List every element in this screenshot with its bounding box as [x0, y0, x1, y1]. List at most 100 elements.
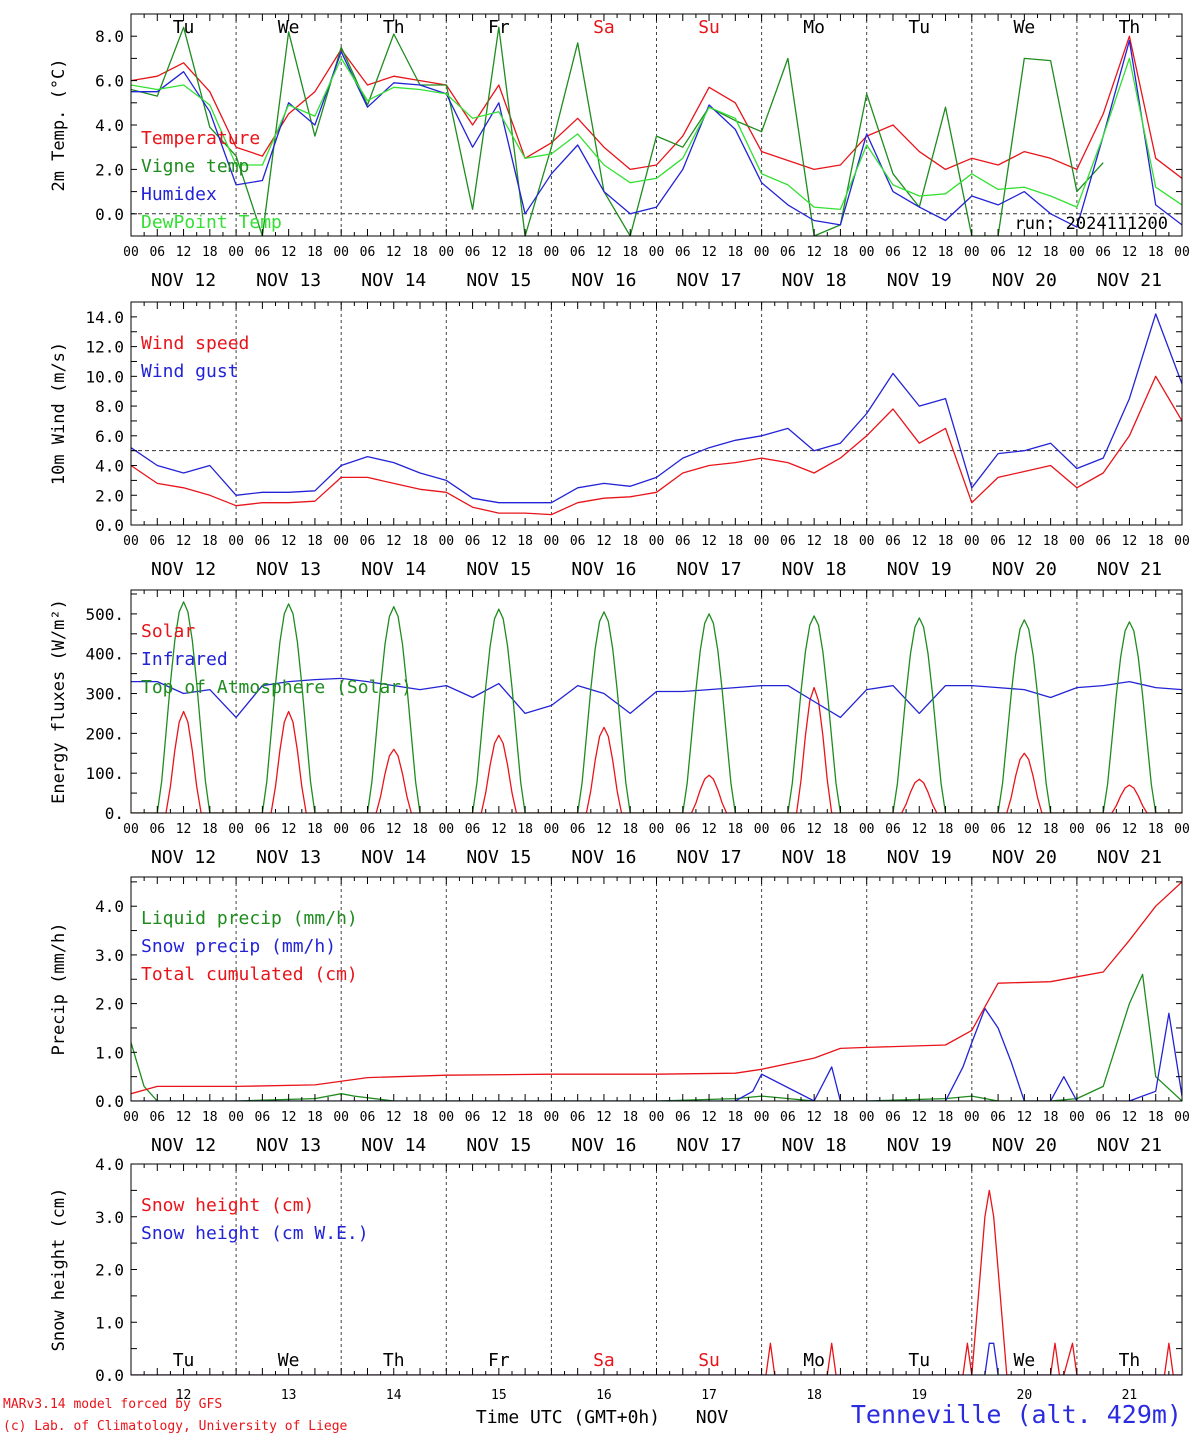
hour-tick-label: 12: [596, 1110, 612, 1125]
hour-tick-label: 18: [517, 245, 533, 260]
y-tick-label: 14.0: [85, 308, 124, 327]
hour-tick-label: 00: [1069, 1110, 1085, 1125]
run-annotation: run: 2024111200: [1014, 214, 1168, 234]
hour-tick-label: 18: [517, 534, 533, 549]
hour-tick-label: 06: [570, 534, 586, 549]
y-tick-label: 3.0: [95, 946, 124, 965]
y-tick-label: 4.0: [95, 116, 124, 135]
y-tick-label: 300.: [85, 685, 124, 704]
date-label: NOV 19: [887, 847, 952, 868]
hour-tick-label: 06: [1095, 534, 1111, 549]
y-tick-label: 3.0: [95, 1208, 124, 1227]
date-label: NOV 17: [677, 270, 742, 291]
hour-tick-label: 06: [255, 534, 271, 549]
weekday-label: Tu: [173, 17, 195, 38]
hour-tick-label: 00: [123, 822, 139, 837]
hour-tick-label: 18: [833, 822, 849, 837]
date-label: NOV 18: [782, 1135, 847, 1156]
hour-tick-label: 12: [911, 1110, 927, 1125]
hour-tick-label: 00: [438, 534, 454, 549]
hour-tick-label: 06: [990, 245, 1006, 260]
hour-tick-label: 18: [622, 1110, 638, 1125]
hour-tick-label: 00: [859, 822, 875, 837]
weekday-label: Sa: [593, 1350, 615, 1371]
hour-tick-label: 00: [1069, 245, 1085, 260]
panel-4: [130, 876, 1183, 1102]
hour-tick-label: 18: [1148, 1110, 1164, 1125]
hour-tick-label: 18: [1043, 822, 1059, 837]
y-tick-label: 10.0: [85, 367, 124, 386]
hour-tick-label: 06: [465, 245, 481, 260]
hour-tick-label: 18: [727, 534, 743, 549]
date-label: NOV 14: [361, 847, 426, 868]
hour-tick-label: 00: [544, 822, 560, 837]
hour-tick-label: 06: [885, 534, 901, 549]
date-label: NOV 17: [677, 847, 742, 868]
lab-credit: (c) Lab. of Climatology, University of L…: [3, 1419, 348, 1434]
weekday-label: We: [1014, 1350, 1036, 1371]
hour-tick-label: 12: [176, 245, 192, 260]
hour-tick-label: 00: [438, 245, 454, 260]
date-label: NOV 17: [677, 1135, 742, 1156]
hour-tick-label: 00: [754, 245, 770, 260]
weekday-label: Mo: [803, 17, 825, 38]
hour-tick-label: 00: [438, 1110, 454, 1125]
date-label: NOV 15: [466, 270, 531, 291]
date-label: NOV 12: [151, 847, 216, 868]
hour-tick-label: 06: [885, 245, 901, 260]
date-label: NOV 21: [1097, 559, 1162, 580]
weekday-label: Th: [383, 1350, 405, 1371]
hour-tick-label: 12: [596, 534, 612, 549]
date-label: NOV 16: [571, 559, 636, 580]
weekday-label: Tu: [908, 1350, 930, 1371]
hour-tick-label: 00: [1174, 534, 1190, 549]
date-label: NOV 14: [361, 270, 426, 291]
hour-tick-label: 12: [386, 245, 402, 260]
y-tick-label: 2.0: [95, 160, 124, 179]
time-axis-title: Time UTC (GMT+0h): [476, 1407, 660, 1428]
hour-tick-label: 06: [675, 534, 691, 549]
date-label: NOV 20: [992, 1135, 1057, 1156]
hour-tick-label: 18: [412, 1110, 428, 1125]
hour-tick-label: 18: [622, 534, 638, 549]
date-label: NOV 12: [151, 1135, 216, 1156]
y-axis-title: 2m Temp. (°C): [49, 58, 69, 191]
hour-tick-label: 06: [1095, 822, 1111, 837]
y-tick-label: 0.0: [95, 205, 124, 224]
legend-1: Temperature: [141, 128, 260, 149]
hour-tick-label: 18: [1043, 534, 1059, 549]
hour-tick-label: 12: [701, 822, 717, 837]
legend-1: Solar: [141, 621, 195, 642]
y-tick-label: 500.: [85, 605, 124, 624]
hour-tick-label: 12: [1122, 822, 1138, 837]
hour-tick-label: 06: [990, 822, 1006, 837]
y-axis-title: Energy fluxes (W/m²): [49, 599, 69, 804]
weekday-label: Th: [383, 17, 405, 38]
date-label: NOV 18: [782, 559, 847, 580]
hour-tick-label: 00: [1174, 822, 1190, 837]
date-label: NOV 14: [361, 559, 426, 580]
weekday-label: We: [278, 17, 300, 38]
hour-tick-label: 12: [806, 245, 822, 260]
panel-2: [130, 301, 1183, 526]
series-line-3: [131, 601, 1182, 813]
y-tick-label: 100.: [85, 764, 124, 783]
hour-tick-label: 06: [465, 822, 481, 837]
y-tick-label: 0.0: [95, 1366, 124, 1385]
hour-tick-label: 12: [1122, 245, 1138, 260]
hour-tick-label: 12: [806, 822, 822, 837]
weekday-label: Tu: [173, 1350, 195, 1371]
hour-tick-label: 18: [517, 1110, 533, 1125]
hour-tick-label: 06: [360, 534, 376, 549]
hour-tick-label: 00: [649, 245, 665, 260]
hour-tick-label: 18: [938, 1110, 954, 1125]
model-credit: MARv3.14 model forced by GFS: [3, 1397, 223, 1412]
series-line-2: [131, 677, 1182, 719]
date-label: NOV 18: [782, 270, 847, 291]
hour-tick-label: 12: [1017, 245, 1033, 260]
hour-tick-label: 18: [412, 534, 428, 549]
hour-tick-label: 00: [228, 1110, 244, 1125]
hour-tick-label: 06: [360, 1110, 376, 1125]
legend-1: Snow height (cm): [141, 1195, 314, 1216]
